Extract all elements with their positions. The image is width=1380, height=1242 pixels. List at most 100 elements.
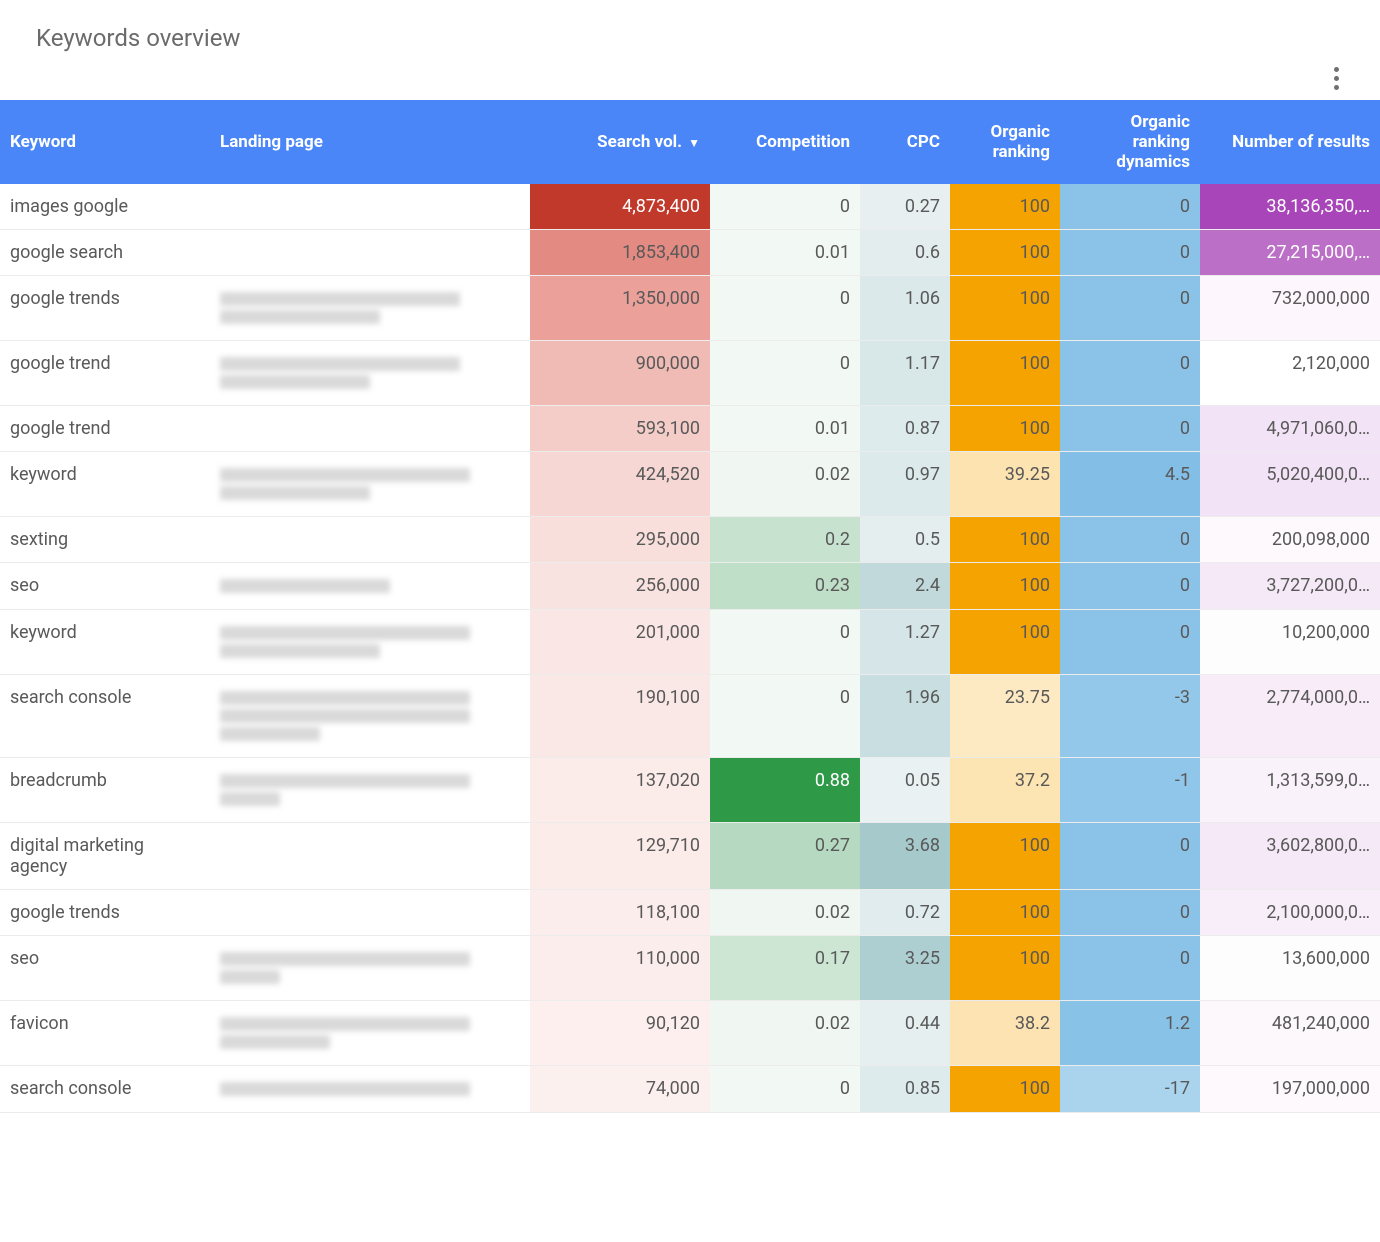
cell-keyword: google search (0, 230, 210, 276)
cell-organic_dynamics: 0 (1060, 184, 1200, 230)
cell-landing-page (210, 230, 530, 276)
cell-organic_ranking: 100 (950, 823, 1060, 890)
table-row[interactable]: keyword424,5200.020.9739.254.55,020,400,… (0, 452, 1380, 517)
cell-competition: 0 (710, 184, 860, 230)
column-header-organic_dynamics[interactable]: Organic ranking dynamics (1060, 100, 1200, 184)
cell-competition: 0.17 (710, 936, 860, 1001)
cell-organic_dynamics: 0 (1060, 230, 1200, 276)
cell-landing-page (210, 276, 530, 341)
cell-search_vol: 424,520 (530, 452, 710, 517)
cell-competition: 0.02 (710, 452, 860, 517)
cell-organic_dynamics: 0 (1060, 517, 1200, 563)
column-header-label: Number of results (1232, 132, 1370, 152)
column-header-search_vol[interactable]: Search vol.▼ (530, 100, 710, 184)
cell-cpc: 0.72 (860, 890, 950, 936)
table-row[interactable]: seo110,0000.173.25100013,600,000 (0, 936, 1380, 1001)
redacted-content (220, 1082, 520, 1096)
table-row[interactable]: search console190,10001.9623.75-32,774,0… (0, 675, 1380, 758)
cell-organic_dynamics: 0 (1060, 276, 1200, 341)
keywords-table: Keyword Landing pageSearch vol.▼ Competiti… (0, 100, 1380, 1113)
cell-search_vol: 1,350,000 (530, 276, 710, 341)
cell-num_results: 27,215,000,… (1200, 230, 1380, 276)
cell-keyword: digital marketing agency (0, 823, 210, 890)
cell-num_results: 200,098,000 (1200, 517, 1380, 563)
cell-cpc: 1.27 (860, 610, 950, 675)
column-header-keyword[interactable]: Keyword (0, 100, 210, 184)
cell-landing-page (210, 1001, 530, 1066)
cell-organic_ranking: 100 (950, 184, 1060, 230)
cell-organic_ranking: 100 (950, 1066, 1060, 1113)
cell-landing-page (210, 517, 530, 563)
cell-keyword: images google (0, 184, 210, 230)
cell-cpc: 0.27 (860, 184, 950, 230)
table-row[interactable]: keyword201,00001.27100010,200,000 (0, 610, 1380, 675)
more-menu-icon[interactable] (1324, 66, 1348, 90)
cell-organic_ranking: 37.2 (950, 758, 1060, 823)
column-header-label: Organic ranking (991, 122, 1050, 162)
cell-cpc: 0.5 (860, 517, 950, 563)
cell-landing-page (210, 936, 530, 1001)
column-header-label: Keyword (10, 132, 76, 152)
redacted-content (220, 774, 520, 806)
cell-organic_dynamics: 0 (1060, 890, 1200, 936)
table-row[interactable]: google search1,853,4000.010.6100027,215,… (0, 230, 1380, 276)
cell-competition: 0.27 (710, 823, 860, 890)
cell-keyword: google trend (0, 341, 210, 406)
column-header-organic_ranking[interactable]: Organic ranking (950, 100, 1060, 184)
cell-competition: 0 (710, 610, 860, 675)
cell-num_results: 3,602,800,0… (1200, 823, 1380, 890)
redacted-content (220, 357, 520, 389)
cell-cpc: 3.68 (860, 823, 950, 890)
cell-num_results: 4,971,060,0… (1200, 406, 1380, 452)
cell-cpc: 1.96 (860, 675, 950, 758)
cell-search_vol: 118,100 (530, 890, 710, 936)
column-header-num_results[interactable]: Number of results (1200, 100, 1380, 184)
cell-organic_dynamics: 0 (1060, 823, 1200, 890)
column-header-competition[interactable]: Competition (710, 100, 860, 184)
table-row[interactable]: breadcrumb137,0200.880.0537.2-11,313,599… (0, 758, 1380, 823)
cell-organic_ranking: 39.25 (950, 452, 1060, 517)
column-header-landing[interactable]: Landing page (210, 100, 530, 184)
cell-landing-page (210, 758, 530, 823)
cell-organic_ranking: 23.75 (950, 675, 1060, 758)
table-row[interactable]: google trends118,1000.020.7210002,100,00… (0, 890, 1380, 936)
cell-keyword: sexting (0, 517, 210, 563)
column-header-label: Competition (756, 132, 850, 152)
column-header-label: Search vol. (597, 132, 682, 152)
table-row[interactable]: search console74,00000.85100-17197,000,0… (0, 1066, 1380, 1113)
cell-cpc: 3.25 (860, 936, 950, 1001)
cell-competition: 0.23 (710, 563, 860, 610)
cell-organic_ranking: 100 (950, 276, 1060, 341)
table-row[interactable]: sexting295,0000.20.51000200,098,000 (0, 517, 1380, 563)
column-header-cpc[interactable]: CPC (860, 100, 950, 184)
cell-competition: 0.88 (710, 758, 860, 823)
cell-organic_ranking: 100 (950, 230, 1060, 276)
cell-cpc: 1.17 (860, 341, 950, 406)
cell-organic_ranking: 100 (950, 517, 1060, 563)
table-row[interactable]: digital marketing agency129,7100.273.681… (0, 823, 1380, 890)
table-row[interactable]: favicon90,1200.020.4438.21.2481,240,000 (0, 1001, 1380, 1066)
cell-keyword: breadcrumb (0, 758, 210, 823)
redacted-content (220, 1017, 520, 1049)
cell-keyword: search console (0, 1066, 210, 1113)
table-row[interactable]: images google4,873,40000.27100038,136,35… (0, 184, 1380, 230)
cell-cpc: 1.06 (860, 276, 950, 341)
cell-keyword: keyword (0, 452, 210, 517)
cell-landing-page (210, 823, 530, 890)
cell-organic_dynamics: -17 (1060, 1066, 1200, 1113)
cell-organic_dynamics: 1.2 (1060, 1001, 1200, 1066)
cell-competition: 0 (710, 675, 860, 758)
cell-num_results: 13,600,000 (1200, 936, 1380, 1001)
cell-keyword: seo (0, 936, 210, 1001)
cell-cpc: 0.87 (860, 406, 950, 452)
table-row[interactable]: google trend593,1000.010.8710004,971,060… (0, 406, 1380, 452)
table-row[interactable]: google trends1,350,00001.061000732,000,0… (0, 276, 1380, 341)
table-row[interactable]: seo256,0000.232.410003,727,200,0… (0, 563, 1380, 610)
table-row[interactable]: google trend900,00001.1710002,120,000 (0, 341, 1380, 406)
column-header-label: Organic ranking dynamics (1116, 112, 1190, 172)
cell-search_vol: 4,873,400 (530, 184, 710, 230)
cell-landing-page (210, 1066, 530, 1113)
cell-num_results: 197,000,000 (1200, 1066, 1380, 1113)
cell-organic_dynamics: -3 (1060, 675, 1200, 758)
cell-keyword: google trend (0, 406, 210, 452)
